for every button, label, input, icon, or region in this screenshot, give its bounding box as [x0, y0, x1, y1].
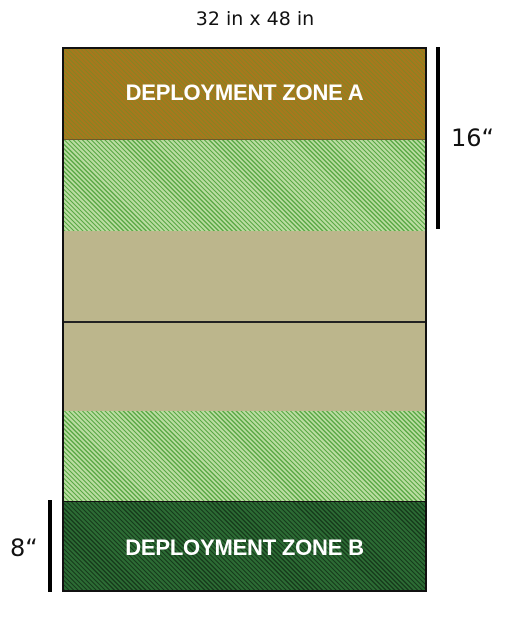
dimension-line-16in	[436, 47, 440, 229]
terrain-band-tan-lower	[64, 321, 425, 413]
terrain-band-green-top	[64, 140, 425, 231]
dimension-label-16in: 16“	[451, 124, 494, 152]
deployment-zone-b-label: DEPLOYMENT ZONE B	[125, 535, 364, 560]
deployment-zone-b: DEPLOYMENT ZONE B	[64, 501, 425, 590]
dimension-line-8in	[48, 500, 52, 592]
game-board: DEPLOYMENT ZONE A DEPLOYMENT ZONE B	[62, 47, 427, 592]
board-size-title: 32 in x 48 in	[195, 8, 315, 30]
terrain-band-tan-upper	[64, 231, 425, 321]
deployment-zone-a: DEPLOYMENT ZONE A	[64, 49, 425, 140]
terrain-band-green-bottom	[64, 411, 425, 502]
dimension-label-8in: 8“	[10, 534, 38, 562]
deployment-zone-a-label: DEPLOYMENT ZONE A	[125, 80, 364, 105]
